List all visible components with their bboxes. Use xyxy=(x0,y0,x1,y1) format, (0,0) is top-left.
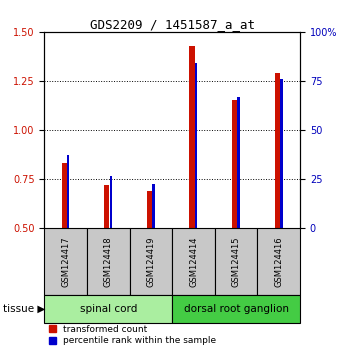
Bar xyxy=(172,295,300,323)
Text: tissue ▶: tissue ▶ xyxy=(3,304,46,314)
Bar xyxy=(147,191,152,228)
Bar xyxy=(215,228,257,295)
Bar xyxy=(109,176,112,228)
Bar xyxy=(44,228,87,295)
Text: GSM124414: GSM124414 xyxy=(189,236,198,287)
Text: GSM124416: GSM124416 xyxy=(274,236,283,287)
Text: spinal cord: spinal cord xyxy=(79,304,137,314)
Bar xyxy=(237,97,240,228)
Text: GSM124418: GSM124418 xyxy=(104,236,113,287)
Text: GSM124419: GSM124419 xyxy=(146,236,155,287)
Text: GSM124417: GSM124417 xyxy=(61,236,70,287)
Bar xyxy=(44,295,172,323)
Bar xyxy=(190,46,194,228)
Bar xyxy=(104,185,109,228)
Bar xyxy=(172,228,215,295)
Legend: transformed count, percentile rank within the sample: transformed count, percentile rank withi… xyxy=(49,325,217,346)
Bar xyxy=(130,228,172,295)
Bar xyxy=(257,228,300,295)
Bar xyxy=(152,184,155,228)
Bar xyxy=(61,163,66,228)
Text: dorsal root ganglion: dorsal root ganglion xyxy=(184,304,288,314)
Title: GDS2209 / 1451587_a_at: GDS2209 / 1451587_a_at xyxy=(90,18,255,31)
Text: GSM124415: GSM124415 xyxy=(232,236,241,287)
Bar xyxy=(232,101,237,228)
Bar xyxy=(275,73,280,228)
Bar xyxy=(67,155,70,228)
Bar xyxy=(280,79,283,228)
Bar xyxy=(87,228,130,295)
Bar xyxy=(195,63,197,228)
